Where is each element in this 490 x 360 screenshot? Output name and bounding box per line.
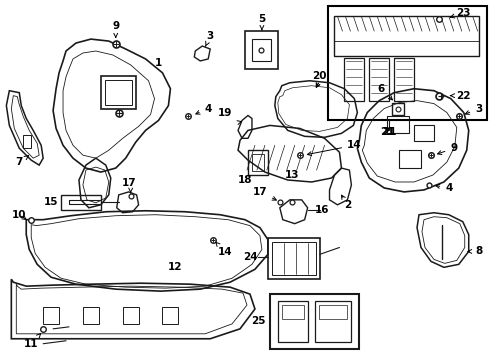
Text: 21: 21 bbox=[380, 127, 394, 138]
Text: 14: 14 bbox=[307, 140, 362, 156]
Text: 17: 17 bbox=[253, 187, 276, 200]
Text: 24: 24 bbox=[243, 252, 257, 262]
Text: 21: 21 bbox=[382, 127, 396, 138]
Text: 9: 9 bbox=[112, 21, 119, 37]
Text: 4: 4 bbox=[436, 183, 453, 193]
Text: 14: 14 bbox=[216, 242, 232, 257]
Text: 20: 20 bbox=[312, 71, 327, 81]
Text: 3: 3 bbox=[205, 31, 214, 46]
Text: 12: 12 bbox=[168, 262, 183, 272]
Text: 4: 4 bbox=[196, 104, 212, 114]
Text: 25: 25 bbox=[251, 316, 265, 326]
Text: 10: 10 bbox=[12, 210, 26, 220]
Text: 11: 11 bbox=[24, 334, 41, 349]
Text: 15: 15 bbox=[44, 197, 58, 207]
Text: 8: 8 bbox=[468, 247, 482, 256]
Text: 13: 13 bbox=[285, 170, 299, 180]
Text: 19: 19 bbox=[218, 108, 232, 117]
Text: 9: 9 bbox=[438, 143, 457, 154]
Text: 7: 7 bbox=[16, 156, 28, 167]
Text: 6: 6 bbox=[378, 84, 392, 100]
Text: 16: 16 bbox=[314, 205, 329, 215]
Text: 18: 18 bbox=[238, 175, 252, 185]
Text: 22: 22 bbox=[450, 91, 471, 101]
Text: 3: 3 bbox=[466, 104, 482, 114]
Text: 5: 5 bbox=[258, 14, 266, 30]
Text: 2: 2 bbox=[344, 200, 351, 210]
Text: 17: 17 bbox=[122, 178, 136, 188]
Text: 1: 1 bbox=[155, 58, 162, 68]
Text: 23: 23 bbox=[450, 8, 471, 18]
